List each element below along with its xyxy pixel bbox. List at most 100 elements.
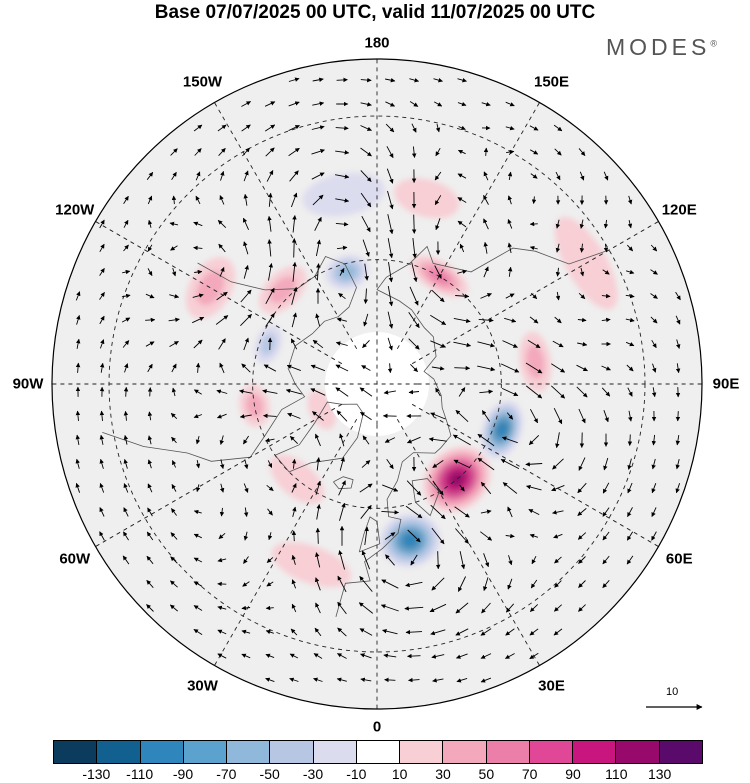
wind-vector [219, 435, 224, 445]
wind-vector [121, 293, 131, 299]
wind-vector [529, 245, 538, 251]
wind-vector [243, 337, 249, 351]
map-border [51, 58, 703, 710]
wind-vector [457, 173, 467, 179]
wind-vector [625, 269, 635, 275]
wind-vector [289, 677, 299, 682]
wind-vector [219, 195, 225, 205]
wind-vector [578, 580, 586, 588]
wind-vector [455, 528, 469, 544]
wind-vector [627, 387, 633, 397]
wind-vector [380, 604, 399, 612]
wind-vector [266, 170, 274, 182]
wind-vector [480, 531, 493, 541]
wind-vector [578, 457, 586, 471]
wind-vector [382, 484, 399, 492]
wind-vector [193, 339, 203, 349]
wind-vector [99, 482, 105, 493]
wind-vector [291, 530, 297, 542]
colorbar-segment [400, 741, 444, 763]
wind-vector [243, 556, 249, 564]
wind-vector [433, 78, 443, 83]
registered-mark: ® [710, 38, 717, 49]
wind-vector [554, 148, 562, 156]
colorbar-segment [183, 741, 228, 763]
wind-vector [457, 220, 467, 228]
wind-vector [555, 291, 561, 301]
wind-vector [455, 409, 469, 423]
wind-vector [290, 338, 298, 350]
wind-vector [123, 386, 129, 397]
wind-vector [405, 629, 423, 635]
colorbar-tick-label: -90 [172, 766, 194, 782]
wind-vector [453, 341, 472, 348]
wind-vector [335, 150, 350, 155]
wind-vector [360, 102, 372, 107]
wind-vector [217, 629, 227, 635]
wind-vector [501, 387, 519, 397]
wind-vector [553, 408, 563, 425]
wind-vector [99, 219, 105, 229]
colorbar-segment [616, 741, 660, 763]
wind-vector [382, 628, 398, 635]
wind-vector [554, 316, 562, 324]
wind-vector [505, 628, 515, 636]
wind-vector [578, 604, 586, 612]
wind-vector [502, 340, 518, 348]
wind-vector [651, 387, 657, 398]
wind-vector [171, 387, 177, 397]
wind-vector [525, 362, 543, 374]
wind-vector [480, 293, 492, 299]
wind-vector [267, 532, 273, 541]
reference-vector-label: 10 [666, 686, 679, 698]
wind-vector [452, 434, 471, 446]
wind-vector [193, 389, 202, 395]
wind-vector [529, 604, 539, 612]
wind-vector [627, 195, 633, 205]
colorbar-tick-label: 70 [521, 766, 538, 782]
meridian-line [84, 214, 343, 365]
wind-vector [628, 410, 633, 422]
wind-vector [288, 101, 300, 107]
wind-vector [529, 652, 539, 660]
wind-vector [217, 653, 227, 659]
wind-vector [483, 266, 489, 278]
wind-vector [193, 533, 202, 539]
wind-vector [477, 433, 495, 447]
wind-vector [286, 364, 301, 372]
wind-vector [146, 604, 154, 612]
wind-vector [171, 195, 177, 205]
wind-vector [193, 605, 203, 611]
wind-vector [192, 316, 205, 324]
wind-vector [412, 238, 417, 259]
longitude-label: 90E [712, 375, 740, 393]
wind-vector [529, 533, 539, 539]
wind-vector [310, 364, 326, 372]
wind-vector [435, 147, 441, 157]
wind-vector [266, 581, 274, 587]
wind-vector [384, 677, 396, 683]
wind-vector [358, 602, 374, 614]
wind-vector [603, 244, 609, 253]
wind-vector [243, 170, 249, 182]
wind-vector [264, 124, 276, 132]
wind-vector [434, 195, 442, 206]
wind-vector [626, 531, 634, 541]
wind-vector [505, 533, 515, 539]
wind-vector [316, 457, 321, 471]
longitude-label: 150W [182, 73, 223, 91]
wind-vector [430, 629, 446, 636]
colorbar-tick-label: 90 [565, 766, 581, 782]
wind-vector [458, 125, 466, 130]
wind-vector [147, 387, 153, 397]
wind-vector [428, 437, 447, 442]
wind-vector [217, 557, 227, 563]
wind-vector [483, 553, 490, 568]
wind-vector [170, 412, 178, 420]
wind-vector [529, 316, 539, 324]
wind-vector [408, 312, 420, 329]
wind-vector [193, 124, 203, 132]
coastline [335, 245, 610, 618]
wind-vector [292, 261, 297, 282]
wind-vector [147, 411, 153, 421]
